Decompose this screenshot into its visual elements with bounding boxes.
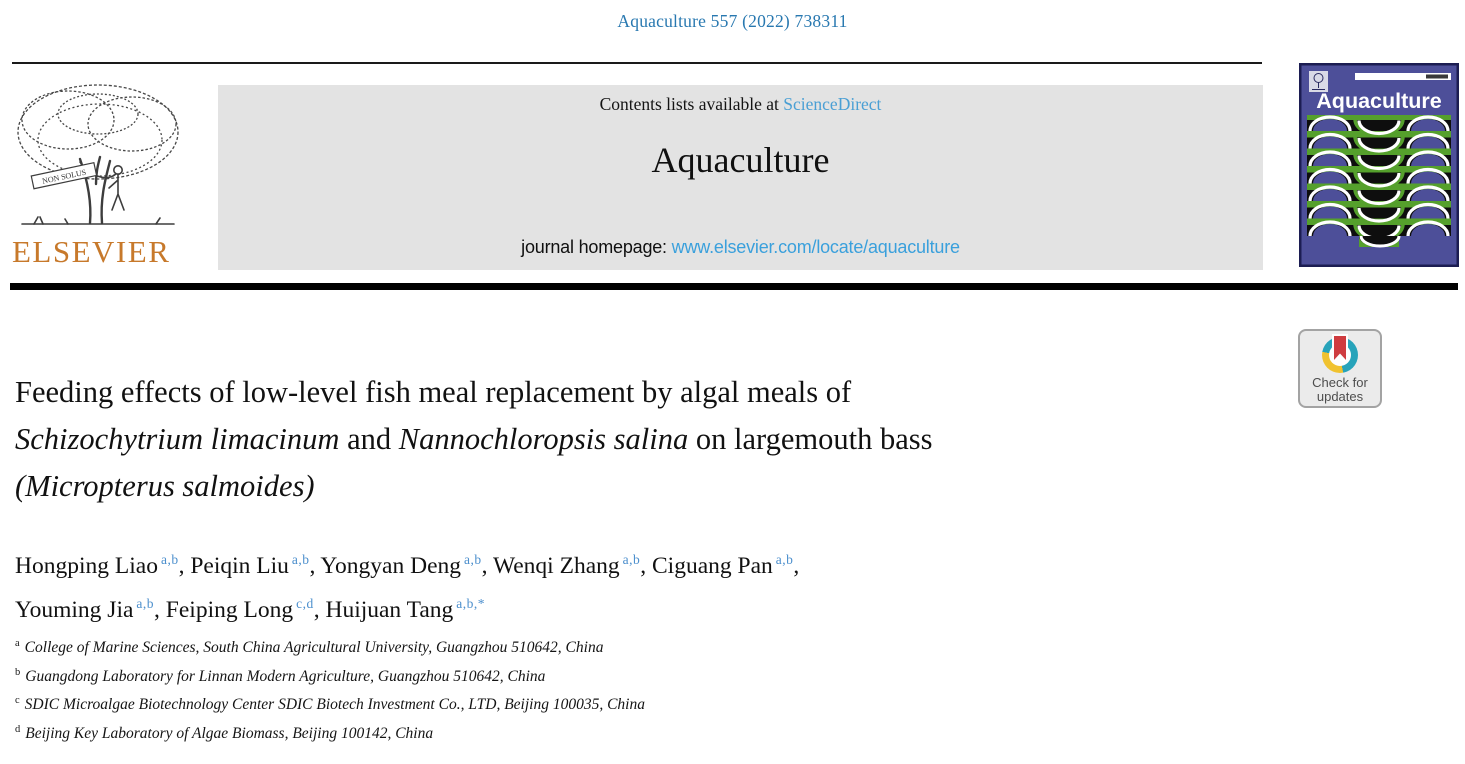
homepage-prefix: journal homepage: bbox=[521, 237, 672, 257]
journal-banner: Contents lists available at ScienceDirec… bbox=[218, 85, 1263, 270]
affiliation-list: a College of Marine Sciences, South China… bbox=[15, 632, 1265, 747]
author: Ciguang Pan a,b, bbox=[652, 552, 800, 579]
author corresponding-author: Huijuan Tang a,b,* bbox=[325, 595, 486, 623]
article-title: Feeding effects of low-level fish meal r… bbox=[15, 369, 1265, 510]
section-divider-bar bbox=[10, 283, 1458, 290]
sciencedirect-link[interactable]: ScienceDirect bbox=[783, 94, 882, 114]
elsevier-tree-icon: NON SOLUS bbox=[17, 84, 179, 225]
affiliation-ref: a,b bbox=[160, 552, 179, 567]
contents-line: Contents lists available at ScienceDirec… bbox=[218, 94, 1263, 115]
author-line-2: Youming Jia a,b, Feiping Long c,d, Huijuan… bbox=[15, 585, 1265, 629]
affiliation-ref: c,d bbox=[296, 595, 314, 611]
author-line-1: Hongping Liao a,b, Peiqin Liu a,b, Yongyan… bbox=[15, 541, 1265, 585]
title-line-3: (Micropterus salmoides) bbox=[15, 463, 1265, 510]
affiliation-ref: a,b bbox=[622, 552, 641, 567]
elsevier-wordmark: ELSEVIER bbox=[12, 234, 171, 269]
check-for-updates-badge[interactable]: Check for updates bbox=[1298, 329, 1382, 408]
affiliation-ref: a,b bbox=[291, 552, 310, 567]
elsevier-logo: NON SOLUS ELSEVIER bbox=[10, 80, 192, 270]
author: Youming Jia a,b, bbox=[15, 595, 166, 623]
cover-mini-elsevier-icon bbox=[1309, 71, 1328, 92]
title-line-1: Feeding effects of low-level fish meal r… bbox=[15, 375, 852, 409]
journal-homepage-link[interactable]: www.elsevier.com/locate/aquaculture bbox=[671, 237, 960, 257]
journal-citation-link[interactable]: Aquaculture 557 (2022) 738311 bbox=[617, 11, 848, 31]
species-name: Schizochytrium limacinum bbox=[15, 422, 340, 456]
homepage-line: journal homepage: www.elsevier.com/locat… bbox=[218, 237, 1263, 258]
author: Peiqin Liu a,b, bbox=[190, 552, 321, 579]
author-list: Hongping Liao a,b, Peiqin Liu a,b, Yongyan… bbox=[15, 541, 1265, 629]
header-rule bbox=[12, 62, 1262, 64]
crossmark-icon bbox=[1322, 334, 1358, 373]
species-name: (Micropterus salmoides) bbox=[15, 469, 315, 503]
author: Yongyan Deng a,b, bbox=[320, 552, 493, 579]
affiliation-a: a College of Marine Sciences, South China… bbox=[15, 638, 604, 657]
author: Feiping Long c,d, bbox=[165, 595, 326, 623]
author: Wenqi Zhang a,b, bbox=[492, 552, 652, 579]
affiliation-b: b Guangdong Laboratory for Linnan Modern … bbox=[15, 666, 546, 685]
affiliation-ref: a,b bbox=[775, 552, 794, 567]
affiliation-d: d Beijing Key Laboratory of Algae Biomass… bbox=[15, 723, 434, 743]
cover-issn-text bbox=[1426, 74, 1448, 79]
check-for-updates-label: Check for updates bbox=[1312, 375, 1368, 405]
title-line-2: Schizochytrium limacinum and Nannochloro… bbox=[15, 422, 933, 456]
cover-title: Aquaculture bbox=[1316, 89, 1441, 113]
journal-cover-thumbnail[interactable]: Aquaculture bbox=[1299, 63, 1459, 267]
journal-title: Aquaculture bbox=[651, 140, 830, 180]
affiliation-c: c SDIC Microalgae Biotechnology Center SD… bbox=[15, 695, 645, 714]
contents-prefix: Contents lists available at bbox=[599, 94, 784, 114]
affiliation-ref: a,b bbox=[464, 552, 482, 567]
author: Hongping Liao a,b, bbox=[15, 552, 191, 579]
affiliation-ref: a,b,* bbox=[456, 595, 486, 611]
affiliation-ref: a,b bbox=[136, 595, 155, 611]
species-name: Nannochloropsis salina bbox=[398, 422, 689, 456]
